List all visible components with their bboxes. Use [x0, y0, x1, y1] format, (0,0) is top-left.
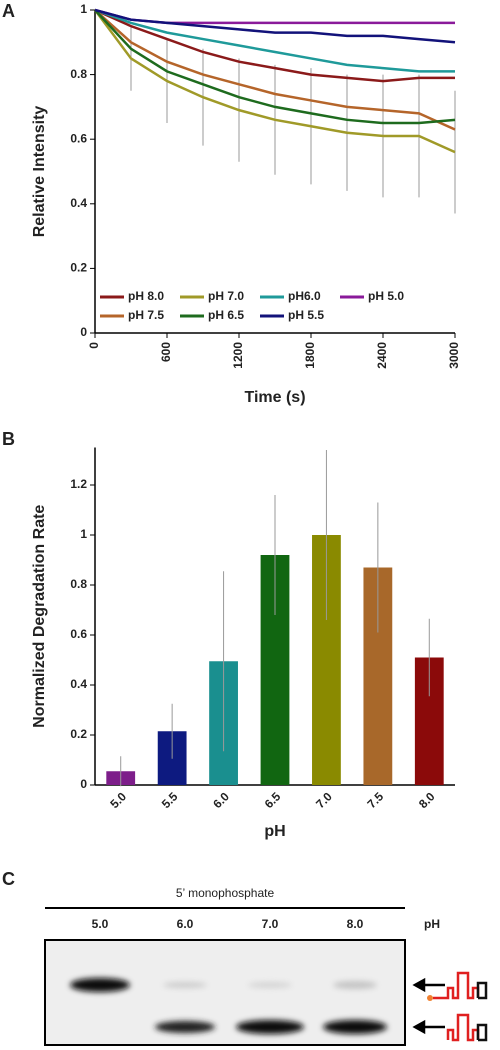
- x-tick-label: 6.0: [210, 789, 232, 811]
- line-series: [94, 8, 456, 44]
- lane-label: 7.0: [262, 917, 279, 931]
- y-tick-label: 0.2: [70, 727, 87, 741]
- lane-label: 8.0: [347, 917, 364, 931]
- x-tick-label: 6.5: [262, 789, 284, 811]
- y-tick-label: 0: [80, 325, 87, 339]
- line-series: [94, 9, 456, 131]
- x-tick-label: 7.0: [313, 789, 335, 811]
- legend-label: pH 7.5: [128, 308, 164, 322]
- y-tick-label: 0.2: [70, 261, 87, 275]
- y-tick-label: 1.2: [70, 477, 87, 491]
- y-tick-label: 0: [80, 777, 87, 791]
- lane-label: 6.0: [177, 917, 194, 931]
- y-tick-label: 0.8: [70, 577, 87, 591]
- x-axis-label: pH: [264, 823, 285, 840]
- legend-label: pH 7.0: [208, 289, 244, 303]
- panel-label: A: [2, 1, 15, 21]
- rna-diagrams: [412, 971, 488, 1042]
- y-tick-label: 1: [80, 2, 87, 16]
- gel-title: 5’ monophosphate: [176, 886, 275, 900]
- gel-image: [44, 939, 406, 1046]
- x-tick-label: 600: [159, 342, 173, 362]
- gel-axis-label: pH: [424, 917, 440, 931]
- x-tick-label: 2400: [375, 342, 389, 369]
- x-tick-label: 3000: [447, 342, 461, 369]
- x-tick-label: 1800: [303, 342, 317, 369]
- x-tick-label: 8.0: [416, 789, 438, 811]
- line-series: [94, 9, 456, 125]
- y-axis-label: Relative Intensity: [31, 106, 48, 238]
- line-series: [94, 8, 455, 83]
- x-tick-label: 5.0: [107, 789, 129, 811]
- y-tick-label: 0.4: [70, 196, 87, 210]
- y-axis-label: Normalized Degradation Rate: [31, 505, 48, 728]
- y-tick-label: 0.4: [70, 677, 87, 691]
- panel-label: B: [2, 429, 15, 449]
- legend-label: pH 6.5: [208, 308, 244, 322]
- y-tick-label: 0.8: [70, 67, 87, 81]
- x-tick-label: 5.5: [159, 789, 181, 811]
- legend-label: pH6.0: [288, 289, 321, 303]
- panel-label: C: [2, 869, 15, 889]
- y-tick-label: 0.6: [70, 627, 87, 641]
- x-tick-label: 1200: [231, 342, 245, 369]
- line-series: [93, 9, 456, 154]
- line-series: [94, 8, 455, 73]
- legend-label: pH 5.0: [368, 289, 404, 303]
- legend-label: pH 8.0: [128, 289, 164, 303]
- x-tick-label: 0: [87, 342, 101, 349]
- x-axis-label: Time (s): [244, 389, 305, 406]
- y-tick-label: 1: [80, 527, 87, 541]
- x-tick-label: 7.5: [365, 789, 387, 811]
- y-tick-label: 0.6: [70, 131, 87, 145]
- lane-label: 5.0: [92, 917, 109, 931]
- legend-label: pH 5.5: [288, 308, 324, 322]
